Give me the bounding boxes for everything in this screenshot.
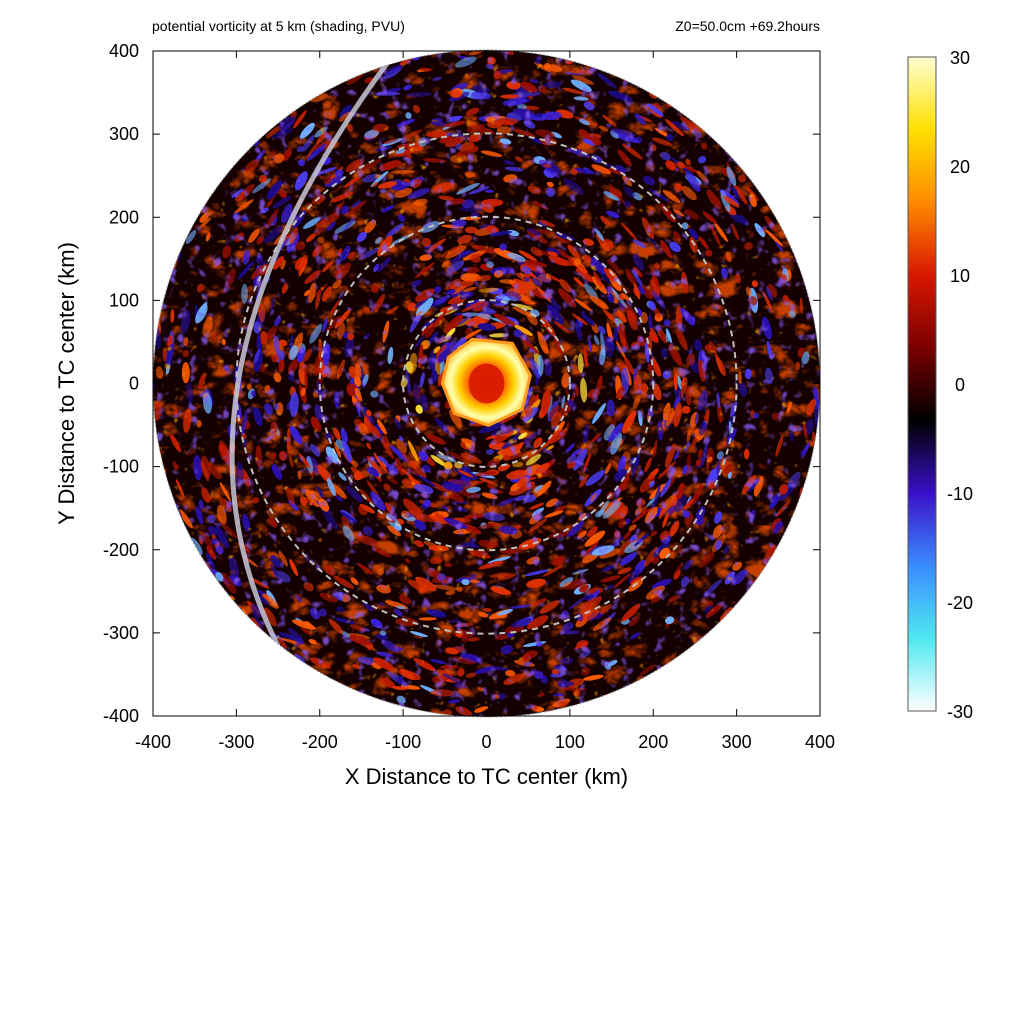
chart-title: potential vorticity at 5 km (shading, PV… xyxy=(152,18,405,34)
y-tick-label: 0 xyxy=(129,374,139,394)
x-tick-label: 400 xyxy=(805,732,835,752)
colorbar-tick-label: 30 xyxy=(950,48,970,68)
x-tick-label: -100 xyxy=(385,732,421,752)
axes-layer: -400 -300 -200 -100 0 100 200 300 400 -400 -300 -20… xyxy=(54,41,835,789)
y-tick-label: -200 xyxy=(103,540,139,560)
colorbar-layer: -30 -20 -10 0 10 20 30 xyxy=(907,48,973,722)
colorbar-tick-label: -20 xyxy=(947,593,973,613)
x-tick-label: 200 xyxy=(638,732,668,752)
y-tick-label: 400 xyxy=(109,41,139,61)
colorbar-tick-label: -10 xyxy=(947,484,973,504)
colorbar-tick-label: 0 xyxy=(955,375,965,395)
reference-circle xyxy=(235,132,738,635)
x-tick-label: 0 xyxy=(481,732,491,752)
gray-arc xyxy=(229,51,397,648)
eye-core xyxy=(468,363,505,404)
y-tick-label: 300 xyxy=(109,124,139,144)
reference-circle xyxy=(318,215,655,552)
x-tick-label: -200 xyxy=(302,732,338,752)
pv-field xyxy=(153,50,820,717)
colorbar xyxy=(907,56,937,712)
y-tick-label: 100 xyxy=(109,290,139,310)
y-tick-label: -400 xyxy=(103,706,139,726)
chart-subtitle: Z0=50.0cm +69.2hours xyxy=(675,18,820,34)
colorbar-tick-label: 20 xyxy=(950,157,970,177)
x-tick-label: 100 xyxy=(555,732,585,752)
reference-circle xyxy=(402,299,571,468)
y-axis-label: Y Distance to TC center (km) xyxy=(54,242,79,525)
y-tick-label: -100 xyxy=(103,457,139,477)
plot-area xyxy=(152,49,821,718)
x-axis-label: X Distance to TC center (km) xyxy=(345,764,628,789)
colorbar-tick-label: -30 xyxy=(947,702,973,722)
colorbar-tick-label: 10 xyxy=(950,266,970,286)
y-tick-label: -300 xyxy=(103,623,139,643)
x-tick-label: -400 xyxy=(135,732,171,752)
x-tick-label: 300 xyxy=(722,732,752,752)
y-tick-label: 200 xyxy=(109,207,139,227)
x-tick-label: -300 xyxy=(218,732,254,752)
